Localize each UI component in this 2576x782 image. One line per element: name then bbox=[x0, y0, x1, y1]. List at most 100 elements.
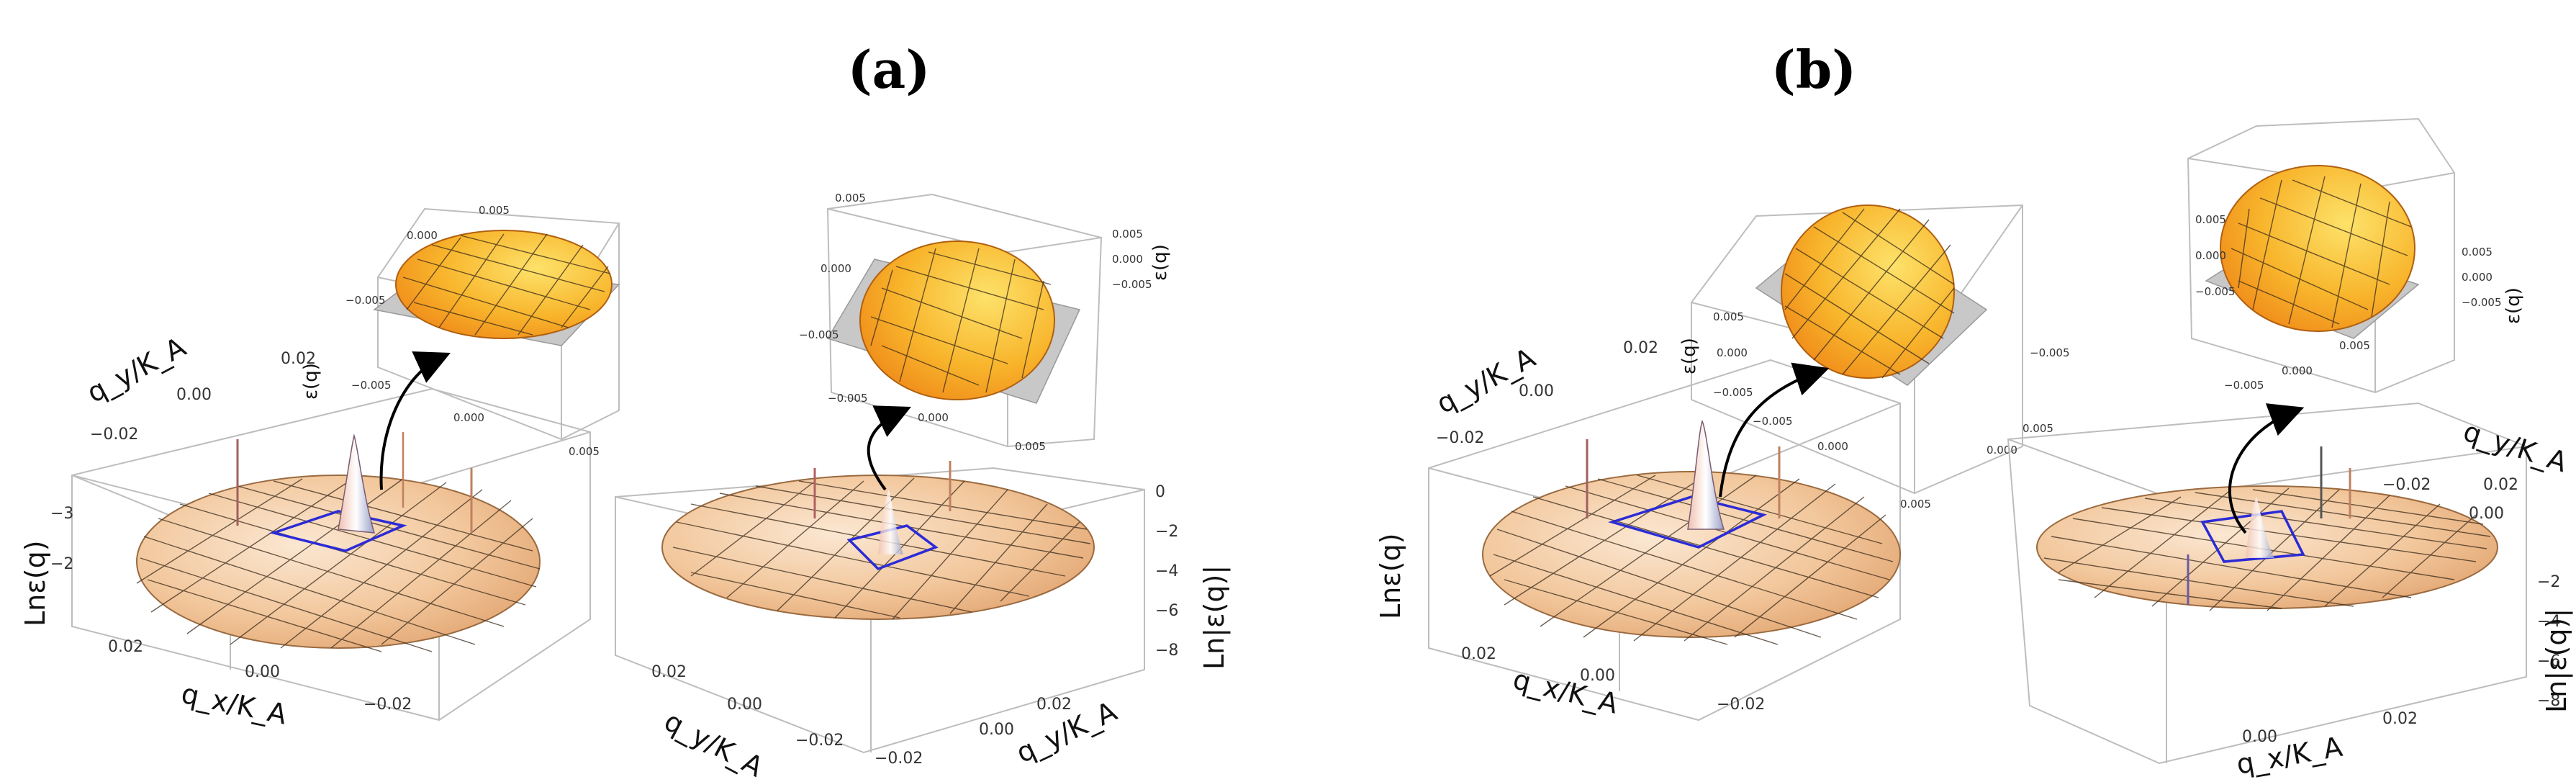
inset-b-right: 0.005 0.000 −0.005 −0.005 0.000 0.005 0.… bbox=[2187, 117, 2524, 394]
central-peak bbox=[338, 433, 376, 534]
y-tick: −0.02 bbox=[1436, 429, 1484, 447]
inset-tick: 0.000 bbox=[453, 411, 484, 424]
main-plot-a-right: 0 −2 −4 −6 −8 Ln|ε(q)| 0.02 0.00 −0.02 q… bbox=[615, 461, 1231, 782]
x-tick: 0.00 bbox=[1580, 667, 1615, 685]
y-tick: −0.02 bbox=[795, 732, 844, 750]
inset-zlabel: ε(q) bbox=[1149, 244, 1171, 281]
z-tick-1: −2 bbox=[50, 555, 73, 573]
inset-tick: −0.005 bbox=[345, 294, 386, 307]
surface-disc bbox=[661, 475, 1095, 620]
inset-tick: 0.000 bbox=[2462, 271, 2493, 284]
inset-tick: 0.005 bbox=[1112, 228, 1143, 241]
z-tick-0: −3 bbox=[50, 505, 73, 523]
y-tick: 0.00 bbox=[727, 696, 762, 714]
y-tick-1: 0.00 bbox=[176, 386, 212, 404]
inset-tick: −0.005 bbox=[799, 328, 839, 341]
ylabel-axis: q_y/K_A bbox=[659, 705, 769, 782]
x-tick: 0.02 bbox=[2382, 710, 2418, 728]
inset-tick: 0.000 bbox=[918, 411, 949, 424]
inset-tick: −0.005 bbox=[2195, 285, 2236, 298]
xlabel-axis: q_x/K_A bbox=[178, 678, 289, 731]
zoom-arrow bbox=[1719, 362, 1830, 498]
inset-tick: 0.005 bbox=[2023, 422, 2053, 435]
z-tick: −4 bbox=[1155, 562, 1178, 580]
inset-tick: 0.000 bbox=[1717, 346, 1748, 359]
inset-tick: −0.005 bbox=[1753, 415, 1793, 428]
y-tick: 0.02 bbox=[2483, 476, 2518, 494]
x-tick-0: 0.02 bbox=[108, 638, 143, 656]
inset-tick: −0.005 bbox=[828, 392, 868, 405]
inset-zlabel: ε(q) bbox=[300, 363, 322, 400]
inset-tick: 0.000 bbox=[407, 229, 438, 242]
brillouin-zone bbox=[1607, 495, 1768, 549]
inset-tick: 0.005 bbox=[1713, 310, 1744, 323]
ylabel-axis: q_y/K_A bbox=[2459, 415, 2571, 479]
inset-tick: 0.005 bbox=[835, 192, 866, 205]
inset-tick: 0.000 bbox=[1112, 253, 1143, 266]
ylabel-axis: q_y/K_A bbox=[1432, 341, 1541, 419]
ylabel-axis: q_y/K_A bbox=[82, 331, 191, 408]
y-tick: 0.02 bbox=[651, 663, 687, 681]
brillouin-zone bbox=[268, 510, 407, 552]
z-tick: 0 bbox=[1155, 483, 1165, 501]
zoom-arrow bbox=[867, 405, 911, 491]
zlabel: Lnε(q) bbox=[19, 540, 51, 626]
y-tick: 0.02 bbox=[1623, 339, 1658, 357]
zlabel: Ln|ε(q)| bbox=[1198, 565, 1231, 670]
zlabel: Ln|ε(q)| bbox=[2541, 608, 2573, 713]
inset-zlabel: ε(q) bbox=[2503, 287, 2524, 324]
x-tick: 0.00 bbox=[979, 721, 1014, 739]
inset-tick: −0.005 bbox=[2030, 346, 2070, 359]
inset-zlabel: ε(q) bbox=[1678, 338, 1700, 374]
inset-tick: 0.000 bbox=[821, 262, 851, 275]
main-plot-b-left: q_y/K_A 0.02 0.00 −0.02 Lnε(q) 0.02 0.00… bbox=[1375, 339, 1901, 722]
x-tick: 0.00 bbox=[2242, 728, 2277, 746]
z-tick: −8 bbox=[2537, 692, 2560, 710]
y-tick: 0.00 bbox=[1519, 382, 1554, 400]
panel-label-b: (b) bbox=[1771, 39, 1856, 100]
inset-tick: 0.005 bbox=[1900, 498, 1931, 511]
inset-tick: 0.000 bbox=[2195, 249, 2226, 262]
inset-tick: −0.005 bbox=[351, 379, 392, 392]
panel-b: (b) q_y/K_A 0.02 0.00 −0.02 Lnε(q) 0.02 … bbox=[1375, 39, 2573, 781]
inset-b-left: 0.005 0.000 −0.005 −0.005 0.000 0.005 0.… bbox=[1678, 204, 2070, 511]
inset-tick: 0.000 bbox=[1817, 440, 1848, 453]
inset-a-left: 0.005 0.000 −0.005 −0.005 0.000 0.005 ε(… bbox=[300, 204, 620, 458]
inset-tick: 0.000 bbox=[2282, 364, 2313, 377]
y-tick-2: −0.02 bbox=[90, 426, 138, 444]
y-tick: −0.02 bbox=[2382, 476, 2431, 494]
y-tick-0: 0.02 bbox=[281, 350, 316, 368]
inset-tick: −0.005 bbox=[2224, 379, 2264, 392]
z-tick: −8 bbox=[1155, 642, 1178, 660]
inset-tick: 0.005 bbox=[569, 445, 600, 458]
y-tick: 0.00 bbox=[2469, 505, 2504, 523]
z-tick: −6 bbox=[1155, 602, 1178, 620]
inset-tick: 0.005 bbox=[1015, 440, 1046, 453]
x-tick: 0.02 bbox=[1036, 696, 1072, 714]
inset-tick: −0.005 bbox=[1713, 386, 1753, 399]
x-tick: −0.02 bbox=[1717, 696, 1765, 714]
z-tick: −2 bbox=[1155, 523, 1178, 541]
inset-tick: 0.005 bbox=[2339, 339, 2370, 352]
inset-tick: 0.005 bbox=[479, 204, 510, 217]
inset-surface bbox=[859, 241, 1055, 400]
z-tick: −6 bbox=[2537, 652, 2560, 670]
x-tick: 0.02 bbox=[1461, 645, 1496, 663]
inset-tick: 0.005 bbox=[2195, 213, 2226, 226]
inset-surface bbox=[1781, 205, 1955, 379]
inset-tick: −0.005 bbox=[1112, 278, 1152, 291]
z-tick: −4 bbox=[2537, 613, 2560, 631]
panel-label-a: (a) bbox=[848, 39, 931, 100]
central-peak bbox=[1687, 419, 1725, 530]
inset-tick: 0.005 bbox=[2462, 246, 2493, 259]
inset-tick: −0.005 bbox=[2462, 296, 2502, 309]
inset-a-right: 0.005 0.000 −0.005 −0.005 0.000 0.005 0.… bbox=[799, 192, 1171, 453]
panel-a: (a) q_y/K_A 0.02 0.00 −0.02 Lnε(q) −3 −2… bbox=[19, 39, 1231, 782]
x-tick-1: 0.00 bbox=[245, 663, 280, 681]
inset-tick: 0.000 bbox=[1987, 444, 2017, 457]
x-tick-2: −0.02 bbox=[363, 696, 412, 714]
zoom-arrow bbox=[2228, 403, 2305, 534]
main-plot-b-right: q_y/K_A 0.02 0.00 −0.02 −2 −4 −6 −8 Ln|ε… bbox=[2007, 402, 2573, 781]
x-tick: −0.02 bbox=[875, 750, 923, 768]
